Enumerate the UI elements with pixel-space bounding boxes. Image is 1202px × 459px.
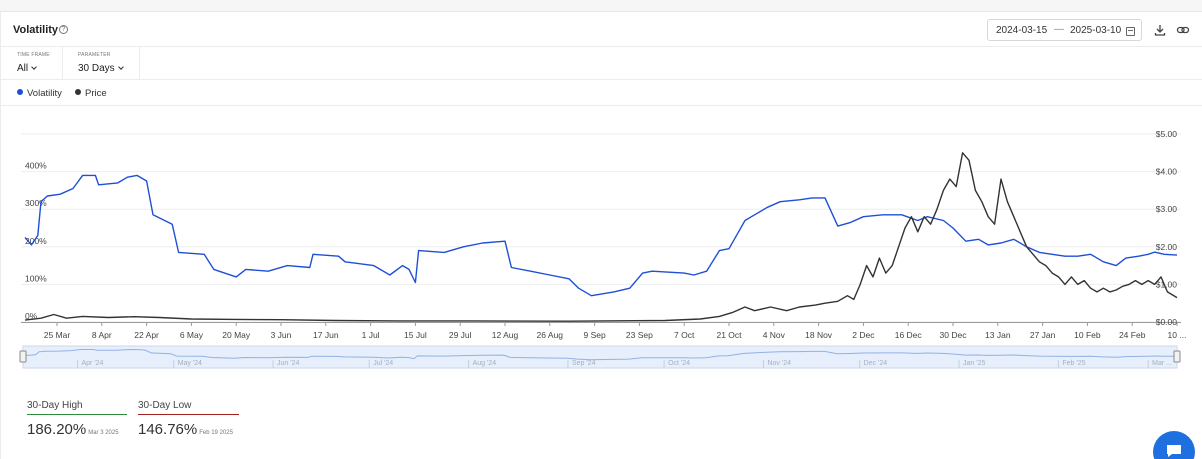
timeframe-label: TIME FRAME (17, 52, 50, 58)
date-separator: — (1054, 24, 1064, 35)
y-left-tick-label: 400% (25, 161, 47, 171)
parameter-label: PARAMETER (78, 52, 111, 58)
volatility-chart[interactable]: 0% 100% 200% 300% 400% $0.00 $1.00 $2.00 $3.00 $4… (1, 106, 1202, 342)
series-line-price (24, 152, 1178, 322)
stat-low-date: Feb 19 2025 (199, 430, 233, 436)
parameter-filter[interactable]: PARAMETER 30 Days (76, 47, 140, 80)
x-tick-label: 24 Feb (1119, 330, 1146, 340)
x-tick-label: 20 May (222, 330, 251, 340)
help-circle-icon[interactable]: ? (59, 25, 68, 34)
x-tick-label: 7 Oct (674, 330, 695, 340)
x-tick-label: 23 Sep (626, 330, 653, 340)
x-tick-label: 26 Aug (537, 330, 564, 340)
x-tick-label: 1 Jul (362, 330, 380, 340)
y-right-tick-label: $3.00 (1156, 204, 1178, 214)
navigator-tick-label: Jun '24 (277, 360, 299, 367)
card-header: Volatility ? 2024-03-15 — 2025-03-10 (1, 12, 1202, 47)
x-tick-label: 10 ... (1168, 330, 1187, 340)
date-range-picker[interactable]: 2024-03-15 — 2025-03-10 (987, 19, 1142, 41)
filter-bar: TIME FRAME All PARAMETER 30 Days (1, 47, 1202, 80)
x-tick-label: 15 Jul (404, 330, 427, 340)
timeframe-select[interactable]: All (17, 63, 37, 74)
stat-high-label: 30-Day High (27, 400, 127, 415)
navigator-handle-left (19, 350, 27, 363)
card-title: Volatility (13, 24, 59, 36)
x-tick-label: 16 Dec (895, 330, 923, 340)
stat-30-day-low: 30-Day Low 146.76% Feb 19 2025 (138, 400, 239, 438)
y-right-tick-label: $2.00 (1156, 242, 1178, 252)
y-right-tick-label: $1.00 (1156, 279, 1178, 289)
parameter-select[interactable]: 30 Days (78, 63, 124, 74)
x-tick-label: 10 Feb (1074, 330, 1101, 340)
date-start: 2024-03-15 (996, 25, 1048, 36)
series-line-volatility (24, 174, 1178, 297)
download-icon[interactable] (1153, 23, 1167, 37)
y-left-tick-label: 300% (25, 198, 47, 208)
stat-high-date: Mar 3 2025 (88, 430, 119, 436)
link-icon[interactable] (1176, 23, 1190, 37)
x-tick-label: 12 Aug (492, 330, 519, 340)
chevron-down-icon (117, 64, 124, 70)
y-left-tick-label: 200% (25, 236, 47, 246)
y-right-tick-label: $0.00 (1156, 317, 1178, 327)
navigator-tick-label: Jul '24 (373, 360, 393, 367)
legend-label-volatility: Volatility (27, 88, 62, 99)
navigator-tick-label: Nov '24 (767, 360, 791, 367)
parameter-value: 30 Days (78, 63, 115, 74)
x-tick-label: 6 May (180, 330, 204, 340)
x-tick-label: 22 Apr (134, 330, 159, 340)
navigator-tick-label: Mar ... (1152, 360, 1172, 367)
navigator-tick-label: Sep '24 (572, 360, 596, 367)
legend-dot-price (75, 89, 81, 95)
x-tick-label: 27 Jan (1030, 330, 1056, 340)
chat-bubble-icon (1167, 445, 1181, 457)
x-tick-label: 29 Jul (449, 330, 472, 340)
stat-low-label: 30-Day Low (138, 400, 239, 415)
stat-high-value-row: 186.20% Mar 3 2025 (27, 421, 127, 438)
x-tick-label: 21 Oct (716, 330, 742, 340)
chart-legend: Volatility Price (1, 80, 1202, 106)
x-tick-label: 9 Sep (583, 330, 605, 340)
top-strip (0, 0, 1202, 12)
navigator-tick-label: Dec '24 (864, 360, 888, 367)
legend-dot-volatility (17, 89, 23, 95)
navigator-tick-label: Jan '25 (963, 360, 985, 367)
timeframe-filter[interactable]: TIME FRAME All (13, 47, 63, 80)
chat-bubble-button[interactable] (1153, 431, 1195, 459)
x-tick-label: 8 Apr (92, 330, 112, 340)
stat-low-value: 146.76% (138, 421, 198, 438)
navigator-tick-label: Aug '24 (473, 360, 497, 367)
x-tick-label: 25 Mar (44, 330, 71, 340)
navigator-tick-label: May '24 (178, 360, 202, 367)
navigator-series (22, 348, 1178, 361)
y-right-tick-label: $4.00 (1156, 167, 1178, 177)
timeframe-value: All (17, 63, 29, 74)
stat-low-value-row: 146.76% Feb 19 2025 (138, 421, 239, 438)
navigator-tick-label: Apr '24 (81, 360, 103, 367)
y-left-tick-label: 100% (25, 273, 47, 283)
navigator-tick-label: Oct '24 (668, 360, 690, 367)
chart-navigator[interactable]: Apr '24 May '24 Jun '24 Jul '24 Aug '24 Sep '… (1, 342, 1202, 376)
x-tick-label: 2 Dec (852, 330, 875, 340)
x-tick-label: 4 Nov (763, 330, 786, 340)
navigator-tick-label: Feb '25 (1062, 360, 1085, 367)
stat-high-value: 186.20% (27, 421, 87, 438)
date-end: 2025-03-10 (1070, 25, 1122, 36)
legend-label-price: Price (85, 88, 107, 99)
x-tick-label: 13 Jan (985, 330, 1011, 340)
y-left-tick-label: 0% (25, 311, 38, 321)
volatility-card: Volatility ? 2024-03-15 — 2025-03-10 TIM… (0, 12, 1202, 459)
legend-item-volatility[interactable]: Volatility (17, 88, 62, 99)
x-tick-label: 30 Dec (940, 330, 968, 340)
x-tick-label: 17 Jun (313, 330, 339, 340)
calendar-icon[interactable] (1126, 27, 1135, 36)
navigator-handle-right (1173, 350, 1181, 363)
y-right-tick-label: $5.00 (1156, 129, 1178, 139)
x-tick-label: 18 Nov (805, 330, 833, 340)
chevron-down-icon (31, 64, 37, 70)
x-tick-label: 3 Jun (271, 330, 292, 340)
legend-item-price[interactable]: Price (75, 88, 107, 99)
stat-30-day-high: 30-Day High 186.20% Mar 3 2025 (27, 400, 127, 438)
